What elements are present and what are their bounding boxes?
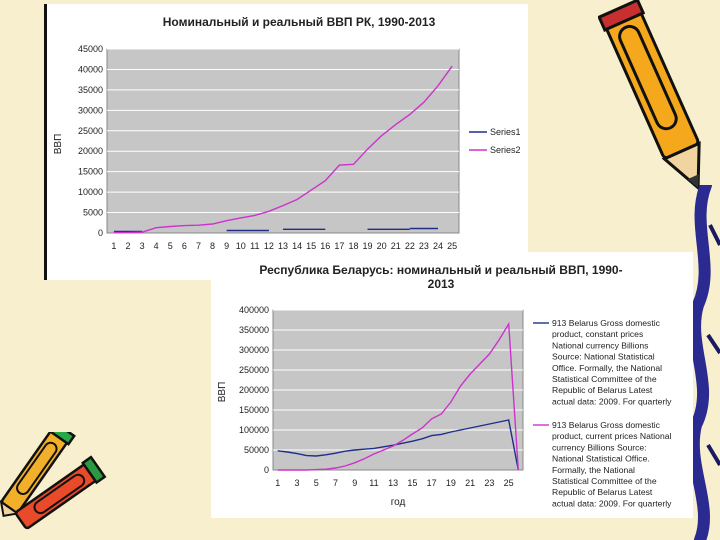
legend-entry-line: Statistical Committee of the: [552, 476, 657, 486]
y-tick-label: 20000: [78, 146, 103, 156]
x-tick-label: 19: [363, 241, 373, 251]
series-line-2: [113, 65, 453, 234]
legend-entry-line: product, constant prices: [552, 329, 643, 339]
legend-entry-line: National Statistical Office.: [552, 454, 650, 464]
x-tick-label: 1: [275, 478, 280, 488]
y-tick-label: 15000: [78, 167, 103, 177]
y-tick-label: 10000: [78, 187, 103, 197]
x-tick-label: 8: [210, 241, 215, 251]
y-tick-label: 5000: [83, 208, 103, 218]
legend-entry-line: Statistical Committee of the: [552, 374, 657, 384]
x-tick-label: 23: [484, 478, 494, 488]
plot-area: [106, 48, 460, 234]
x-tick-label: 14: [292, 241, 302, 251]
x-tick-label: 5: [314, 478, 319, 488]
y-tick-label: 300000: [239, 345, 269, 355]
x-tick-label: 4: [154, 241, 159, 251]
y-tick-label: 45000: [78, 44, 103, 54]
x-tick-label: 25: [447, 241, 457, 251]
chart-title-line1: Республика Беларусь: номинальный и реаль…: [259, 263, 622, 277]
x-tick-label: 16: [320, 241, 330, 251]
x-tick-label: 11: [250, 241, 259, 251]
x-axis-label: год: [391, 497, 406, 508]
x-tick-label: 17: [334, 241, 344, 251]
y-tick-label: 400000: [239, 305, 269, 315]
y-tick-label: 100000: [239, 425, 269, 435]
x-tick-label: 19: [446, 478, 456, 488]
legend-entry-line: actual data: 2009. For quarterly: [552, 498, 672, 508]
pencil-icon: [598, 0, 701, 191]
x-tick-label: 15: [407, 478, 417, 488]
x-tick-label: 2: [125, 241, 130, 251]
x-tick-label: 5: [168, 241, 173, 251]
crayons-icon: [0, 432, 107, 530]
chart-title-line2: 2013: [428, 277, 455, 291]
legend-entry-line: actual data: 2009. For quarterly: [552, 396, 672, 406]
x-tick-label: 10: [236, 241, 246, 251]
x-tick-label: 22: [405, 241, 415, 251]
y-tick-label: 200000: [239, 385, 269, 395]
legend-entry-line: Office. Formally, the National: [552, 363, 662, 373]
y-tick-label: 40000: [78, 64, 103, 74]
y-tick-label: 250000: [239, 365, 269, 375]
x-tick-label: 18: [348, 241, 358, 251]
x-tick-label: 13: [278, 241, 288, 251]
x-tick-label: 24: [433, 241, 443, 251]
x-tick-label: 21: [465, 478, 475, 488]
y-axis-label: ВВП: [217, 382, 228, 403]
x-tick-label: 9: [224, 241, 229, 251]
x-tick-label: 12: [264, 241, 274, 251]
legend-entry-line: product, current prices National: [552, 431, 672, 441]
x-tick-label: 15: [306, 241, 316, 251]
y-tick-label: 0: [264, 465, 269, 475]
chart-title: Номинальный и реальный ВВП РК, 1990-2013: [163, 15, 436, 29]
legend-entry-line: currency Billions Source:: [552, 442, 647, 452]
legend-entry-line: National currency Billions: [552, 340, 648, 350]
x-tick-label: 7: [196, 241, 201, 251]
crayon-icon: [687, 185, 720, 540]
legend-entry: Series1: [490, 127, 521, 137]
y-tick-label: 25000: [78, 126, 103, 136]
chart-kazakhstan-gdp: Номинальный и реальный ВВП РК, 1990-2013…: [44, 4, 528, 280]
x-tick-label: 13: [388, 478, 398, 488]
x-tick-label: 1: [111, 241, 116, 251]
y-tick-label: 150000: [239, 405, 269, 415]
x-tick-label: 3: [140, 241, 145, 251]
legend-entry: Series2: [490, 145, 521, 155]
legend-entry-line: Formally, the National: [552, 465, 635, 475]
x-tick-label: 9: [352, 478, 357, 488]
x-tick-label: 3: [294, 478, 299, 488]
y-tick-label: 0: [98, 228, 103, 238]
x-tick-label: 6: [182, 241, 187, 251]
chart-kazakhstan-gdp-svg: Номинальный и реальный ВВП РК, 1990-2013…: [53, 15, 527, 251]
x-tick-label: 20: [377, 241, 387, 251]
y-axis-label: ВВП: [53, 134, 64, 155]
y-tick-label: 35000: [78, 85, 103, 95]
y-tick-label: 50000: [244, 445, 269, 455]
x-tick-label: 25: [504, 478, 514, 488]
x-tick-label: 23: [419, 241, 429, 251]
x-tick-label: 11: [369, 478, 378, 488]
x-tick-label: 7: [333, 478, 338, 488]
series-line-2: [277, 321, 519, 471]
x-tick-label: 17: [427, 478, 437, 488]
legend: [465, 122, 527, 158]
legend-entry-line: 913 Belarus Gross domestic: [552, 318, 661, 328]
legend-entry-line: Republic of Belarus Latest: [552, 487, 653, 497]
y-tick-label: 350000: [239, 325, 269, 335]
chart-belarus-gdp: Республика Беларусь: номинальный и реаль…: [211, 252, 693, 518]
legend-entry-line: Republic of Belarus Latest: [552, 385, 653, 395]
legend-entry-line: Source: National Statistical: [552, 352, 655, 362]
y-tick-label: 30000: [78, 105, 103, 115]
x-tick-label: 21: [391, 241, 401, 251]
series-line-1: [277, 419, 519, 471]
chart-belarus-gdp-svg: Республика Беларусь: номинальный и реаль…: [217, 263, 672, 508]
legend-entry-line: 913 Belarus Gross domestic: [552, 420, 661, 430]
